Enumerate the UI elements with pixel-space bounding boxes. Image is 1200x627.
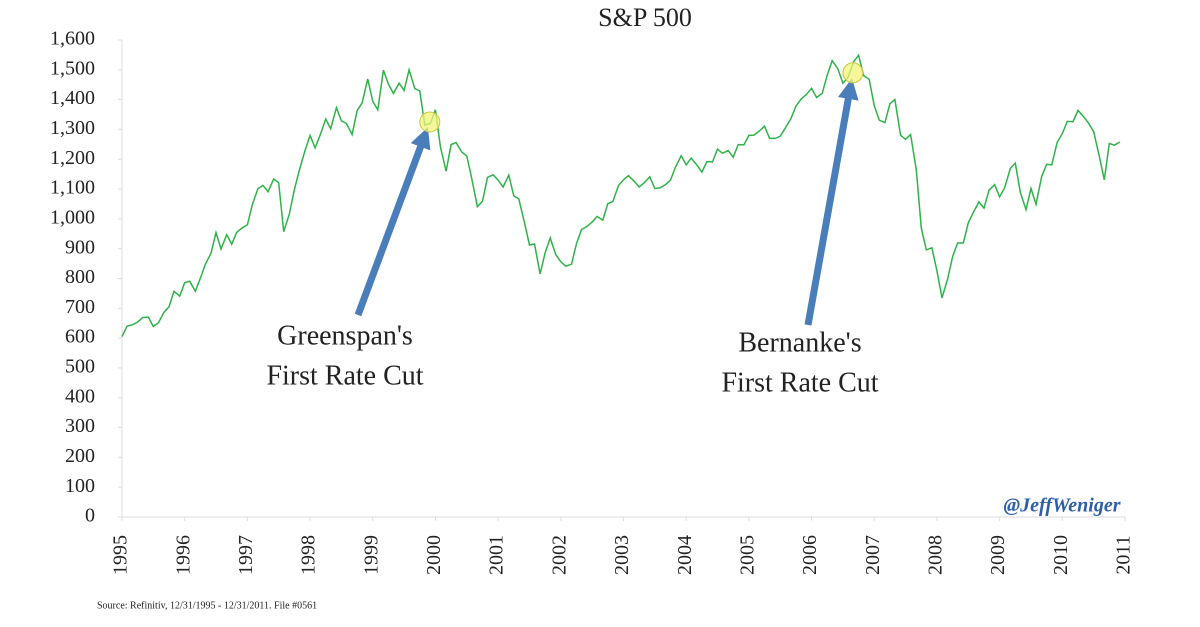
x-tick-label: 1999 <box>360 535 382 575</box>
y-tick-label: 400 <box>65 385 95 407</box>
x-tick-label: 2009 <box>987 535 1009 575</box>
x-tick-label: 2010 <box>1050 535 1072 575</box>
y-tick-label: 700 <box>65 296 95 318</box>
chart-title: S&P 500 <box>598 3 692 32</box>
x-tick-label: 2008 <box>925 535 947 575</box>
y-tick-label: 1,400 <box>50 87 95 109</box>
y-tick-label: 1,300 <box>50 117 95 139</box>
annotation-arrow <box>354 127 431 317</box>
watermark: @JeffWeniger <box>1004 495 1121 517</box>
source-note: Source: Refinitiv, 12/31/1995 - 12/31/20… <box>97 600 317 611</box>
y-tick-label: 200 <box>65 445 95 467</box>
annotation-text: First Rate Cut <box>721 367 878 398</box>
y-tick-label: 800 <box>65 266 95 288</box>
y-tick-label: 1,100 <box>50 177 95 199</box>
annotation-text: First Rate Cut <box>266 360 423 391</box>
y-tick-label: 0 <box>85 505 95 527</box>
annotation-text: Greenspan's <box>277 320 413 351</box>
annotation-arrow <box>804 78 859 326</box>
x-tick-label: 2004 <box>674 535 696 575</box>
y-tick-label: 1,000 <box>50 206 95 228</box>
y-tick-label: 1,600 <box>50 28 95 50</box>
x-tick-label: 2007 <box>862 535 884 575</box>
x-tick-label: 2006 <box>799 535 821 575</box>
x-tick-label: 2011 <box>1113 535 1135 574</box>
y-tick-label: 900 <box>65 236 95 258</box>
x-tick-label: 2002 <box>548 535 570 575</box>
x-tick-label: 1997 <box>235 535 257 575</box>
y-tick-label: 500 <box>65 356 95 378</box>
y-tick-label: 100 <box>65 475 95 497</box>
annotation-text: Bernanke's <box>738 327 861 358</box>
y-tick-label: 600 <box>65 326 95 348</box>
y-tick-label: 1,500 <box>50 57 95 79</box>
x-tick-label: 2005 <box>736 535 758 575</box>
x-tick-label: 1996 <box>172 535 194 575</box>
x-tick-label: 2001 <box>486 535 508 575</box>
y-tick-label: 300 <box>65 415 95 437</box>
x-tick-label: 1995 <box>110 535 132 575</box>
annotation-marker <box>419 111 441 133</box>
y-tick-label: 1,200 <box>50 147 95 169</box>
x-tick-label: 1998 <box>298 535 320 575</box>
x-tick-label: 2000 <box>423 535 445 575</box>
annotation-marker <box>842 62 864 84</box>
x-tick-label: 2003 <box>611 535 633 575</box>
price-line <box>121 53 1121 337</box>
